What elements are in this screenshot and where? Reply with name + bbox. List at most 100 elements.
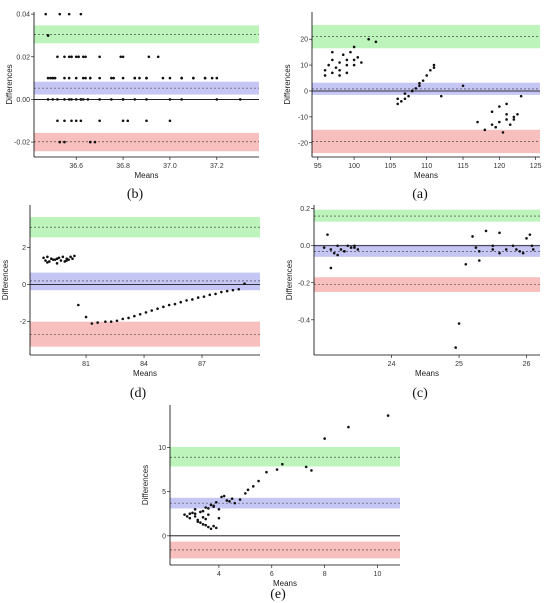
data-point <box>332 251 336 255</box>
panel-d: 81 84 87 -2 0 2 Means Differences (d) <box>1 205 260 401</box>
data-point <box>225 289 229 293</box>
data-point <box>410 89 414 93</box>
x-tick-label: 115 <box>457 163 468 170</box>
data-point <box>352 45 356 49</box>
x-tick-label: 105 <box>385 163 397 170</box>
data-point <box>512 118 516 121</box>
data-point <box>352 63 356 67</box>
data-point <box>331 58 334 62</box>
data-point <box>74 55 78 59</box>
data-point <box>491 248 495 251</box>
data-point <box>341 53 345 57</box>
data-point <box>56 98 59 101</box>
data-point <box>432 63 436 67</box>
data-point <box>156 55 160 59</box>
data-point <box>191 298 194 301</box>
data-point <box>215 98 219 101</box>
data-point <box>201 509 205 513</box>
data-point <box>477 259 481 262</box>
data-point <box>53 76 57 80</box>
data-point <box>167 303 171 307</box>
data-point <box>51 258 55 261</box>
data-point <box>168 98 172 101</box>
data-point <box>84 315 88 319</box>
data-point <box>109 320 113 323</box>
x-axis-label: Means <box>134 171 158 180</box>
data-point <box>400 100 403 103</box>
data-point <box>257 479 260 483</box>
panel-e: 4 6 8 10 0 5 10 Means Differences (e) <box>141 405 400 602</box>
data-point <box>212 504 215 508</box>
data-point <box>56 119 59 123</box>
data-point <box>183 513 186 516</box>
mean-band <box>314 244 540 257</box>
data-point <box>63 98 66 101</box>
y-tick-label: 0 <box>22 282 26 289</box>
data-point <box>145 76 148 80</box>
data-point <box>345 63 349 67</box>
data-point <box>115 319 119 323</box>
data-point <box>204 506 207 509</box>
data-point <box>204 523 207 527</box>
x-tick-label: 10 <box>374 571 382 578</box>
data-point <box>396 102 399 106</box>
data-point <box>110 98 113 101</box>
data-point <box>58 140 62 144</box>
data-point <box>150 309 154 312</box>
data-point <box>69 255 72 259</box>
data-point <box>98 55 101 59</box>
data-point <box>214 292 217 296</box>
data-point <box>212 524 215 528</box>
x-tick-label: 95 <box>314 163 322 170</box>
x-axis-label: Means <box>133 369 157 378</box>
data-point <box>112 76 115 80</box>
data-point <box>193 515 197 518</box>
data-point <box>88 76 92 80</box>
data-point <box>498 120 501 124</box>
data-point <box>490 123 494 126</box>
x-axis-label: Means <box>414 171 438 180</box>
data-point <box>53 258 57 261</box>
data-point <box>58 12 62 16</box>
data-point <box>74 98 78 101</box>
data-point <box>238 98 242 101</box>
data-point <box>505 112 508 116</box>
data-point <box>512 115 516 119</box>
data-point <box>204 517 207 521</box>
data-point <box>353 246 356 249</box>
data-point <box>338 68 341 72</box>
data-point <box>323 74 327 77</box>
data-point <box>185 515 189 518</box>
data-point <box>180 76 183 80</box>
data-point <box>79 12 83 16</box>
data-point <box>504 248 508 251</box>
data-point <box>84 55 87 59</box>
data-point <box>70 119 73 123</box>
upper_loa-band <box>30 217 260 238</box>
x-tick-label: 100 <box>348 163 360 170</box>
data-point <box>73 254 76 258</box>
data-point <box>55 257 59 261</box>
data-point <box>88 140 92 144</box>
panel-caption: (e) <box>270 587 286 602</box>
panel-a: 95 100 105 110 115 120 125 -20 -10 0 10 20 Means Diff… <box>283 12 542 202</box>
x-tick-label: 24 <box>388 361 396 368</box>
data-point <box>74 119 78 123</box>
data-point <box>356 248 360 251</box>
data-point <box>367 37 370 41</box>
data-point <box>474 246 478 249</box>
data-point <box>207 507 210 510</box>
data-point <box>44 259 47 262</box>
data-point <box>454 346 457 349</box>
data-point <box>477 249 481 253</box>
data-point <box>505 118 508 121</box>
data-point <box>126 119 130 123</box>
data-point <box>67 258 70 261</box>
y-axis-label: Differences <box>1 260 10 300</box>
data-point <box>326 233 329 236</box>
data-point <box>439 94 443 98</box>
data-point <box>508 123 512 126</box>
x-tick-label: 36.8 <box>116 163 130 170</box>
y-tick-label: 0.00 <box>16 97 30 104</box>
data-point <box>207 513 210 516</box>
